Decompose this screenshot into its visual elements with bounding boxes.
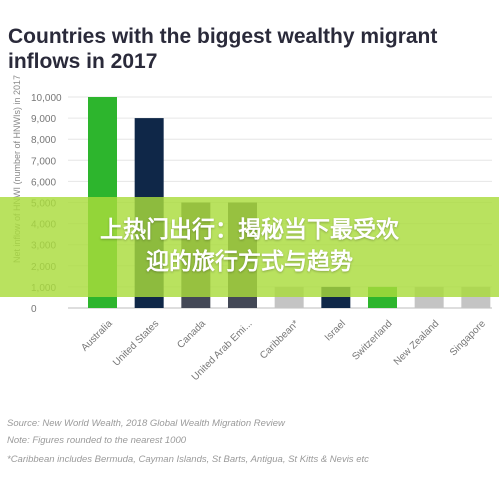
x-tick-label: Switzerland — [350, 318, 394, 362]
x-tick-label: United States — [111, 318, 161, 368]
promo-banner — [0, 197, 499, 297]
x-tick-label: New Zealand — [392, 318, 441, 367]
rounding-note: Note: Figures rounded to the nearest 100… — [7, 435, 187, 446]
x-tick-label: Canada — [175, 318, 208, 351]
source-note: Source: New World Wealth, 2018 Global We… — [7, 418, 285, 429]
caribbean-note: *Caribbean includes Bermuda, Cayman Isla… — [7, 454, 369, 465]
x-tick-label: Australia — [79, 318, 115, 354]
chart-title: Countries with the biggest wealthy migra… — [8, 25, 438, 73]
x-tick-label: Israel — [323, 318, 348, 343]
y-tick-label: 10,000 — [31, 93, 62, 104]
promo-line-2: 迎的旅行方式与趋势 — [146, 249, 353, 275]
x-tick-label: Singapore — [448, 318, 488, 358]
y-tick-label: 6,000 — [31, 177, 56, 188]
y-tick-label: 0 — [31, 304, 37, 315]
y-tick-label: 8,000 — [31, 135, 56, 146]
x-tick-label: Caribbean* — [258, 318, 301, 361]
y-tick-label: 9,000 — [31, 114, 56, 125]
y-tick-label: 7,000 — [31, 156, 56, 167]
promo-banner-text: 上热门出行：揭秘当下最受欢 迎的旅行方式与趋势 — [0, 214, 499, 278]
promo-line-1: 上热门出行：揭秘当下最受欢 — [100, 217, 399, 243]
